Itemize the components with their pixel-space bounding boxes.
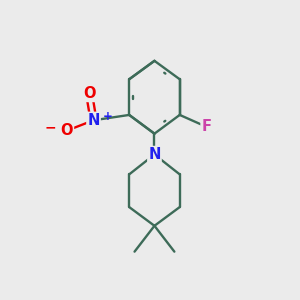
Text: +: + bbox=[103, 110, 113, 123]
Text: N: N bbox=[87, 113, 100, 128]
Text: F: F bbox=[202, 119, 212, 134]
Text: N: N bbox=[148, 147, 160, 162]
Text: −: − bbox=[45, 121, 56, 135]
Text: O: O bbox=[61, 123, 73, 138]
Text: O: O bbox=[83, 86, 95, 101]
